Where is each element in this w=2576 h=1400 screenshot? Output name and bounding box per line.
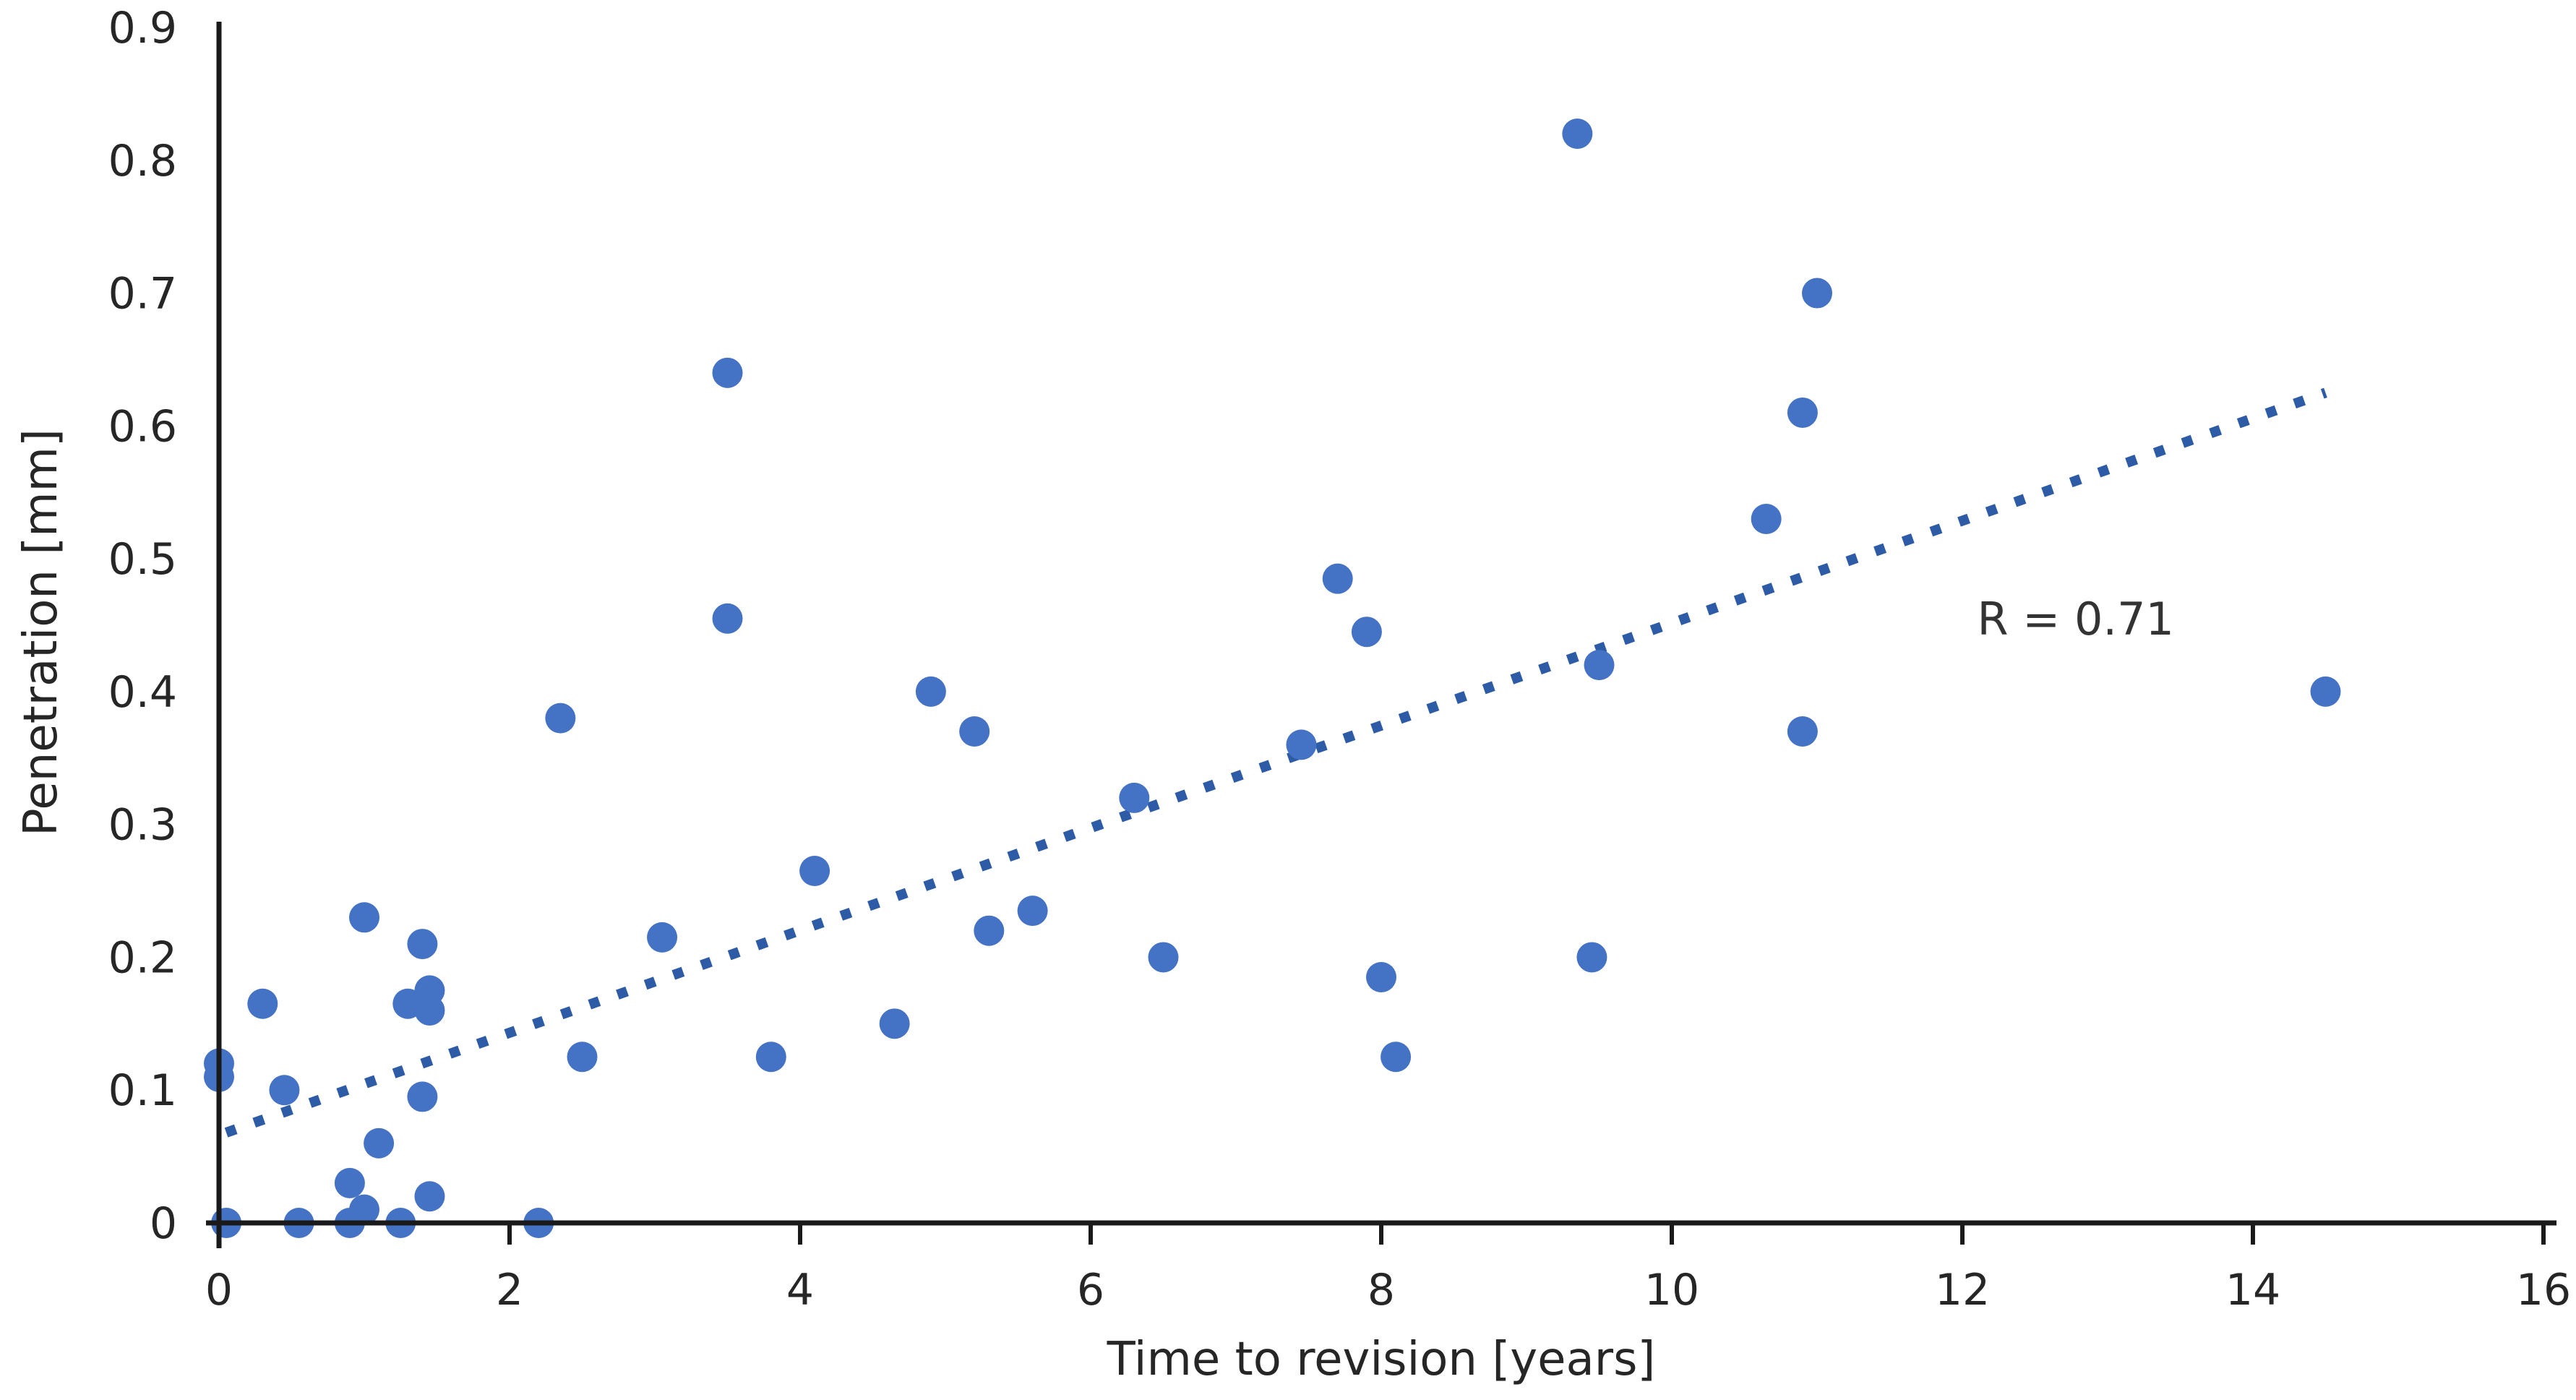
x-tick-label: 10: [1644, 1265, 1699, 1315]
scatter-point: [1751, 503, 1782, 534]
scatter-point: [364, 1128, 395, 1159]
scatter-point: [1576, 942, 1607, 973]
x-tick-label: 12: [1935, 1265, 1990, 1315]
y-tick-label: 0.9: [108, 3, 177, 53]
scatter-point: [647, 922, 678, 953]
x-tick-label: 0: [205, 1265, 233, 1315]
y-tick-label: 0.3: [108, 800, 177, 851]
scatter-point: [1787, 716, 1818, 747]
scatter-point: [1119, 782, 1150, 813]
scatter-point: [414, 995, 445, 1026]
scatter-point: [545, 703, 576, 734]
scatter-point: [414, 1181, 445, 1212]
y-tick-label: 0.4: [108, 667, 177, 718]
x-tick-label: 14: [2225, 1265, 2280, 1315]
x-tick-label: 4: [786, 1265, 814, 1315]
scatter-point: [1787, 397, 1818, 428]
scatter-point: [407, 929, 438, 960]
scatter-point: [712, 357, 743, 388]
y-tick-label: 0.1: [108, 1065, 177, 1116]
scatter-point: [1351, 617, 1382, 648]
scatter-point: [879, 1008, 910, 1039]
scatter-point: [407, 1081, 438, 1112]
y-tick-label: 0.8: [108, 136, 177, 186]
scatter-point: [567, 1042, 598, 1073]
y-axis-title: Penetration [mm]: [14, 429, 68, 836]
scatter-point: [1381, 1042, 1412, 1073]
x-tick-label: 6: [1077, 1265, 1104, 1315]
y-tick-label: 0.2: [108, 932, 177, 983]
scatter-point: [1366, 962, 1396, 993]
scatter-point: [755, 1042, 786, 1073]
scatter-point: [269, 1075, 300, 1106]
scatter-point: [334, 1167, 365, 1198]
x-tick-label: 8: [1368, 1265, 1395, 1315]
y-tick-label: 0.6: [108, 401, 177, 452]
scatter-point: [1562, 119, 1593, 150]
correlation-annotation: R = 0.71: [1978, 593, 2175, 645]
scatter-point: [2310, 676, 2341, 707]
scatter-point: [915, 676, 946, 707]
scatter-point: [974, 915, 1005, 946]
scatter-points-group: [204, 119, 2341, 1238]
scatter-point: [712, 603, 743, 634]
x-tick-label: 2: [496, 1265, 523, 1315]
scatter-point: [799, 855, 830, 886]
y-tick-label: 0.5: [108, 534, 177, 585]
scatter-point: [959, 716, 990, 747]
x-axis-title: Time to revision [years]: [1107, 1333, 1656, 1386]
tick-labels-group: 0 2 4 6 8 10 12 14 16 0 0.1 0.2 0.3 0.4 0.5 0.6 0.7 0.8 0.…: [108, 3, 2572, 1315]
scatter-point: [1148, 942, 1179, 973]
scatter-point: [1584, 650, 1615, 681]
x-tick-label: 16: [2516, 1265, 2571, 1315]
y-tick-label: 0.7: [108, 269, 177, 319]
scatter-point: [1802, 278, 1832, 309]
scatter-point: [349, 902, 379, 933]
scatter-point: [1017, 896, 1048, 927]
y-tick-label: 0: [150, 1198, 177, 1249]
scatter-point: [1322, 563, 1353, 594]
scatter-point: [349, 1194, 379, 1225]
scatter-point: [247, 988, 278, 1019]
scatter-point: [1286, 729, 1317, 760]
